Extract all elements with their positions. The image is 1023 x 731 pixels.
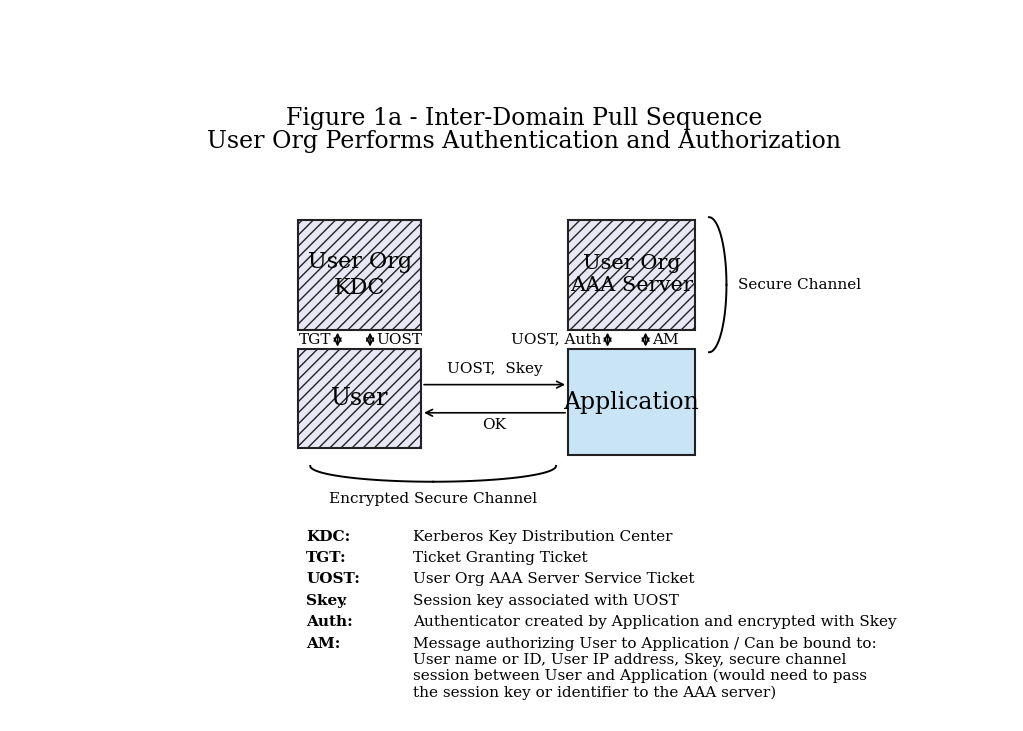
Bar (568, 349, 695, 455)
Text: Message authorizing User to Application / Can be bound to:
User name or ID, User: Message authorizing User to Application … (413, 637, 877, 700)
Text: Application: Application (564, 390, 699, 414)
Text: Secure Channel: Secure Channel (739, 278, 861, 292)
Text: User Org AAA Server Service Ticket: User Org AAA Server Service Ticket (413, 572, 695, 586)
Text: TGT:: TGT: (306, 551, 347, 565)
Bar (568, 220, 695, 330)
Text: TGT: TGT (299, 333, 331, 346)
Text: User Org
AAA Server: User Org AAA Server (570, 254, 693, 295)
Bar (299, 349, 421, 448)
Bar (299, 220, 421, 330)
Text: AM:: AM: (306, 637, 341, 651)
Text: Auth:: Auth: (306, 615, 353, 629)
Text: KDC:: KDC: (306, 529, 351, 544)
Text: User Org
KDC: User Org KDC (308, 251, 412, 298)
Text: User Org Performs Authentication and Authorization: User Org Performs Authentication and Aut… (208, 129, 841, 153)
Text: UOST: UOST (376, 333, 422, 346)
Text: UOST, Auth: UOST, Auth (510, 333, 602, 346)
Text: :: : (341, 594, 347, 607)
Text: UOST,  Skey: UOST, Skey (447, 362, 542, 376)
Text: Ticket Granting Ticket: Ticket Granting Ticket (413, 551, 588, 565)
Text: Encrypted Secure Channel: Encrypted Secure Channel (329, 492, 537, 506)
Text: Authenticator created by Application and encrypted with Skey: Authenticator created by Application and… (413, 615, 897, 629)
Text: Figure 1a - Inter-Domain Pull Sequence: Figure 1a - Inter-Domain Pull Sequence (286, 107, 762, 130)
Text: Session key associated with UOST: Session key associated with UOST (413, 594, 679, 607)
Text: AM: AM (652, 333, 678, 346)
Text: User: User (331, 387, 389, 410)
Text: Skey: Skey (306, 594, 347, 607)
Text: Kerberos Key Distribution Center: Kerberos Key Distribution Center (413, 529, 673, 544)
Text: OK: OK (483, 418, 506, 433)
Text: UOST:: UOST: (306, 572, 360, 586)
